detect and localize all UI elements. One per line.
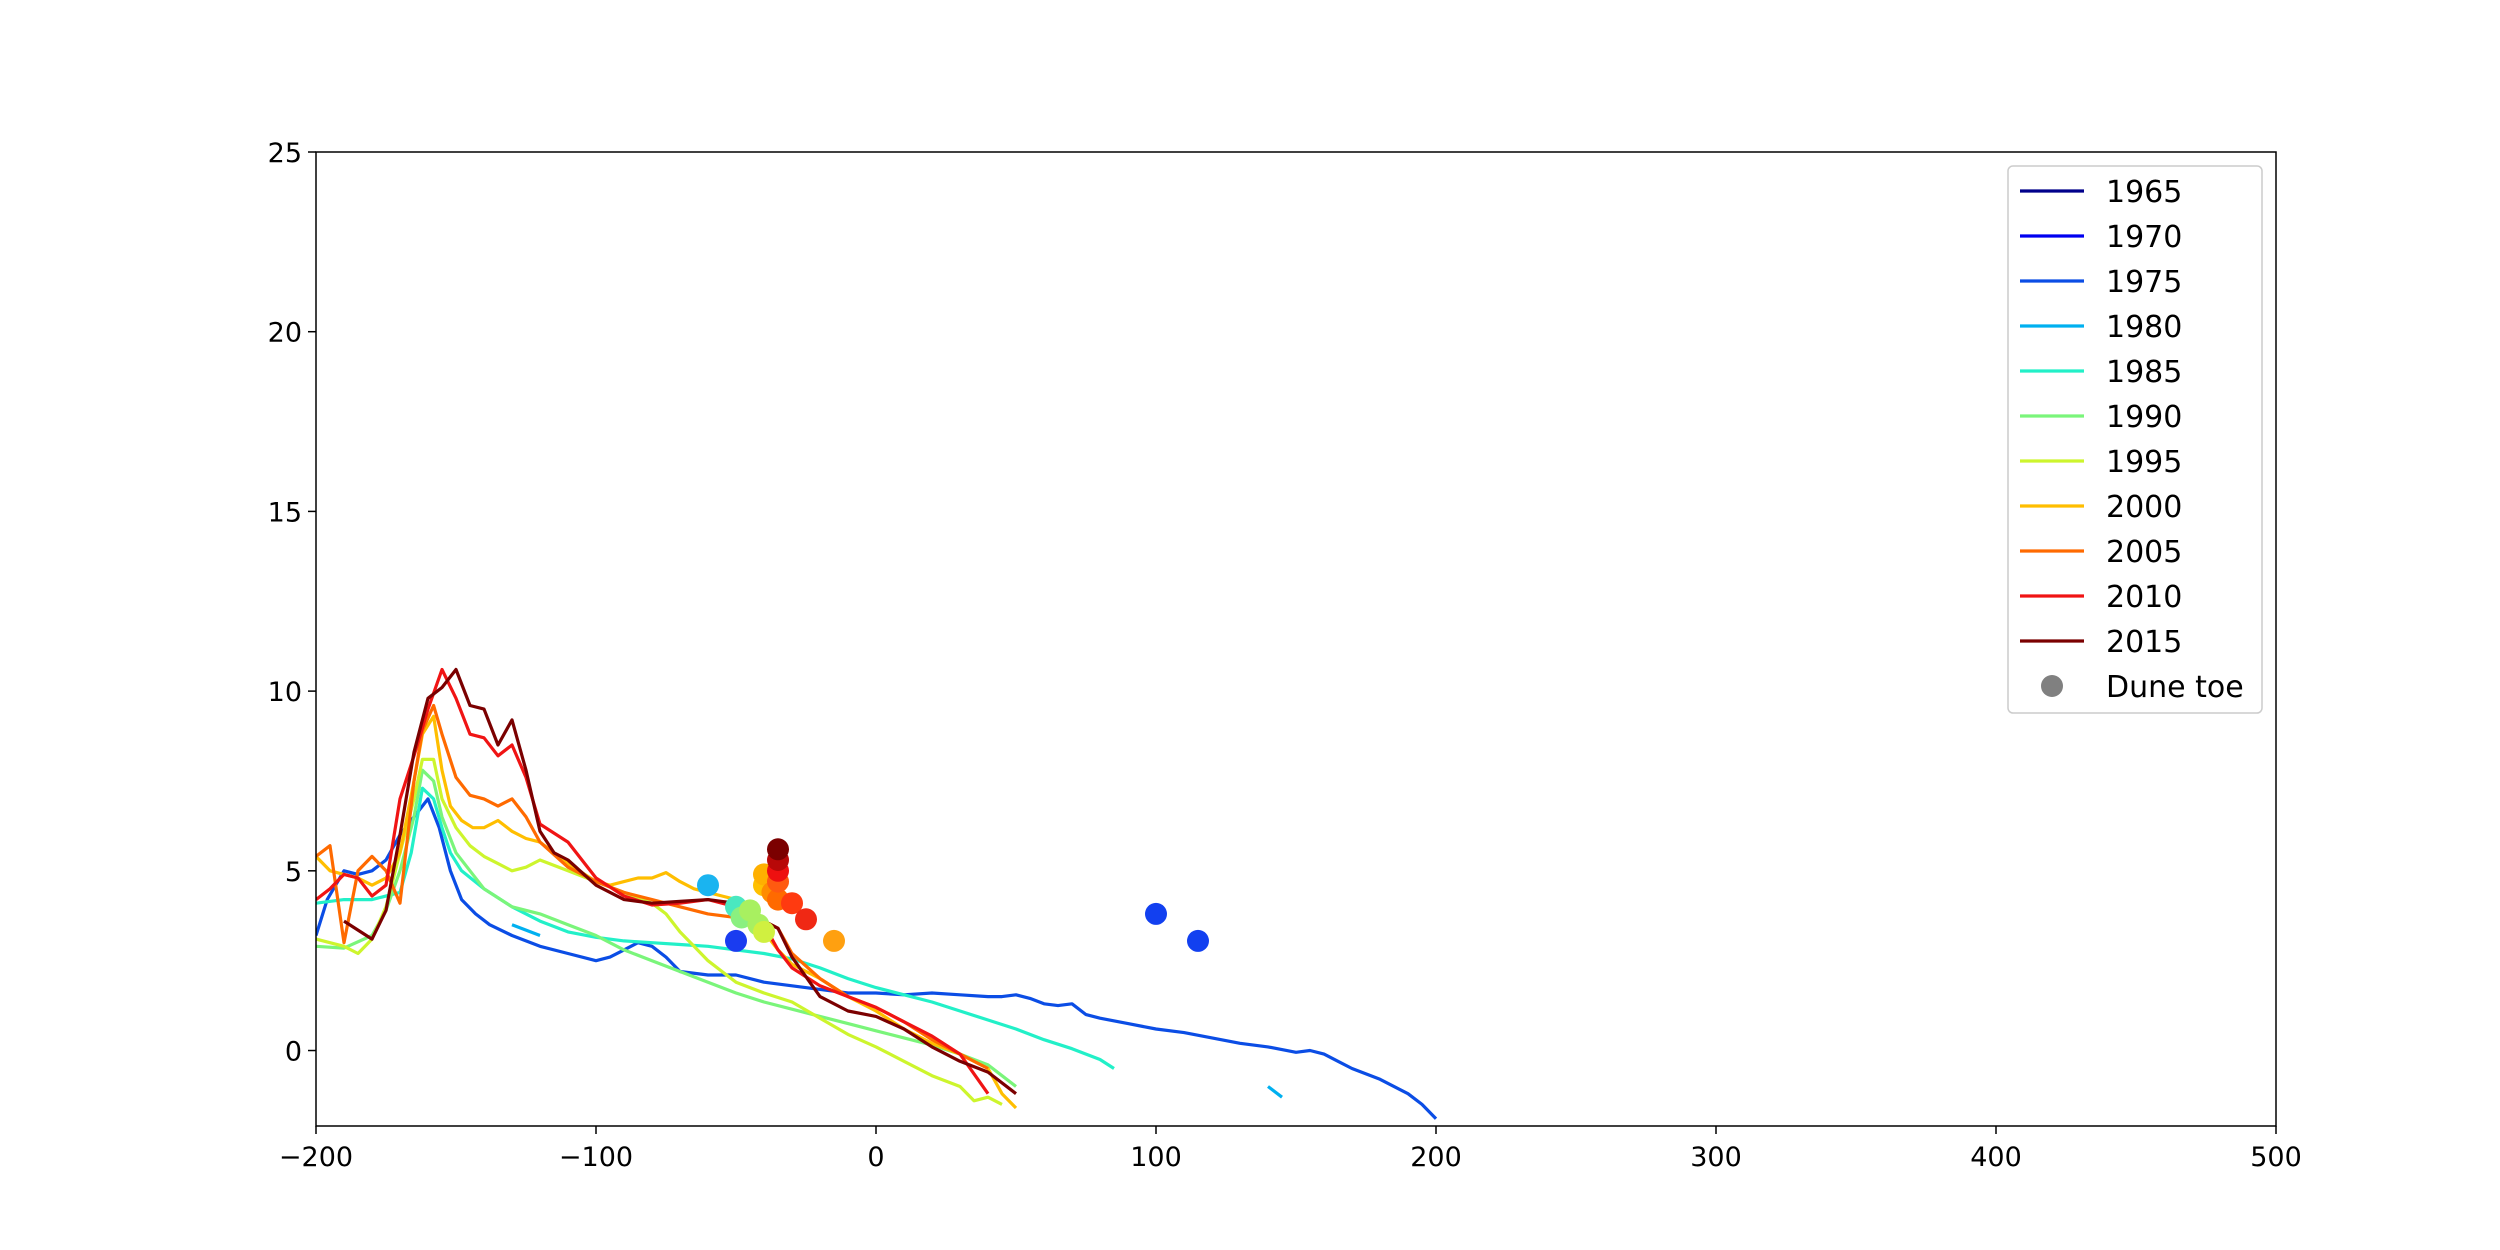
- legend-label-2015: 2015: [2106, 625, 2182, 660]
- dune-toe-point-1: [1187, 929, 1209, 952]
- dune-toe-points: [697, 838, 1209, 952]
- legend-label-1975: 1975: [2106, 265, 2182, 300]
- legend-label-2005: 2005: [2106, 535, 2182, 570]
- series-line-1975-0: [316, 797, 1438, 1120]
- y-tick-label: 10: [268, 677, 302, 708]
- legend-label-1990: 1990: [2106, 400, 2182, 435]
- dune-toe-point-2: [725, 929, 747, 952]
- x-tick-label: 100: [1130, 1142, 1182, 1173]
- series-line-2005-0: [316, 703, 989, 1070]
- series-lines: [316, 667, 1438, 1120]
- legend-label-2010: 2010: [2106, 580, 2182, 615]
- legend-label-1985: 1985: [2106, 355, 2182, 390]
- x-tick-label: 400: [1970, 1142, 2022, 1173]
- y-tick-label: 5: [285, 857, 302, 888]
- y-tick-label: 0: [285, 1037, 302, 1068]
- x-tick-label: −200: [279, 1142, 353, 1173]
- legend-label-1970: 1970: [2106, 220, 2182, 255]
- legend-label-dune-toe: Dune toe: [2106, 670, 2244, 705]
- series-line-1985-0: [316, 786, 1115, 1070]
- dune-toe-point-11: [823, 929, 845, 952]
- y-axis: 0 5 10 15 20 25: [268, 138, 316, 1068]
- dune-toe-point-15: [781, 892, 803, 915]
- series-line-1980-0: [511, 923, 541, 937]
- dune-toe-point-0: [1145, 902, 1167, 925]
- x-tick-label: 500: [2250, 1142, 2302, 1173]
- dune-toe-point-19: [767, 838, 789, 861]
- legend-box: [2007, 165, 2263, 714]
- plot-frame: [315, 151, 2277, 1127]
- legend-label-2000: 2000: [2106, 490, 2182, 525]
- x-tick-label: −100: [559, 1142, 633, 1173]
- series-line-2010-0: [316, 667, 990, 1095]
- y-tick-label: 25: [268, 138, 302, 169]
- dune-toe-point-3: [697, 874, 719, 897]
- legend: 1965 1970 1975 1980 1985 1990 1995 2000 2005 2010…: [2007, 165, 2263, 714]
- dune-toe-point-16: [795, 908, 817, 931]
- legend-label-1965: 1965: [2106, 175, 2182, 210]
- y-tick-label: 20: [268, 318, 302, 349]
- series-line-1990-0: [316, 768, 1017, 1088]
- series-line-2015-0: [343, 667, 1017, 1095]
- x-tick-label: 200: [1410, 1142, 1462, 1173]
- legend-label-1995: 1995: [2106, 445, 2182, 480]
- legend-label-1980: 1980: [2106, 310, 2182, 345]
- x-tick-label: 300: [1690, 1142, 1742, 1173]
- y-tick-label: 15: [268, 497, 302, 528]
- x-axis: −200 −100 0 100 200 300 400 500: [279, 1126, 2302, 1173]
- dune-toe-point-8: [753, 920, 775, 943]
- legend-swatch-dune-toe: [2041, 675, 2063, 697]
- series-line-1980-1: [1267, 1085, 1283, 1099]
- x-tick-label: 0: [867, 1142, 884, 1173]
